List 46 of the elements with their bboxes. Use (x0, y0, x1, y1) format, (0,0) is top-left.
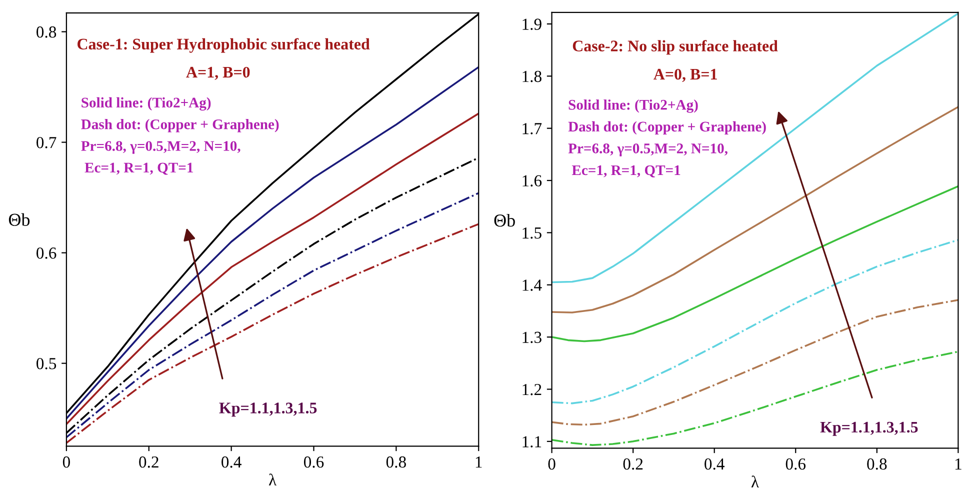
x-tick-label: 0.8 (386, 456, 406, 468)
x-tick-label: 0.2 (139, 456, 158, 468)
y-tick-label: 1.6 (522, 175, 542, 187)
x-tick-label: 0.6 (304, 456, 324, 468)
annotation: Pr=6.8, γ=0.5,M=2, N=10, (81, 141, 240, 154)
x-axis-title: λ (268, 474, 276, 486)
y-axis-title: Θb (494, 214, 515, 227)
x-tick-label: 1 (955, 458, 962, 470)
x-tick-label: 0.8 (867, 458, 887, 470)
annotation: Kp=1.1,1.3,1.5 (219, 402, 317, 417)
y-tick-label: 0.5 (36, 358, 56, 370)
y-tick-label: 0.6 (36, 247, 56, 259)
annotation: Ec=1, R=1, QT=1 (84, 162, 193, 175)
annotation: Case-1: Super Hydrophobic surface heated (78, 38, 370, 53)
x-tick-label: 0 (62, 456, 70, 468)
annotation: Pr=6.8, γ=0.5,M=2, N=10, (568, 144, 728, 156)
y-tick-label: 0.7 (36, 136, 56, 148)
annotation: Ec=1, R=1, QT=1 (572, 165, 680, 178)
annotation: Dash dot: (Copper + Graphene) (81, 118, 279, 132)
y-tick-label: 0.8 (36, 26, 56, 38)
x-tick-label: 0.2 (623, 458, 643, 470)
x-axis-title: λ (751, 476, 759, 488)
y-tick-label: 1.3 (522, 332, 542, 344)
y-tick-label: 1.2 (522, 384, 542, 396)
line-series (552, 350, 958, 446)
y-tick-label: 1.4 (522, 280, 542, 291)
annotation: Solid line: (Tio2+Ag) (82, 97, 211, 111)
line-series (552, 185, 958, 342)
y-tick-label: 1.9 (522, 18, 542, 30)
annotation: A=0, B=1 (654, 68, 717, 82)
annotation: Case-2: No slip surface heated (572, 40, 778, 55)
y-tick-label: 1.5 (522, 227, 542, 239)
x-tick-label: 0.6 (786, 458, 806, 470)
annotation: Kp=1.1,1.3,1.5 (820, 422, 918, 436)
y-axis-title: Θb (8, 213, 30, 226)
x-tick-label: 0.4 (222, 456, 242, 468)
annotation: Solid line: (Tio2+Ag) (568, 99, 698, 113)
y-tick-label: 1.7 (522, 123, 542, 134)
annotation: A=1, B=0 (186, 66, 250, 80)
annotation: Dash dot: (Copper + Graphene) (568, 121, 766, 135)
x-tick-label: 0.4 (704, 458, 725, 470)
x-tick-label: 0 (548, 458, 556, 470)
line-series (552, 239, 958, 404)
y-tick-label: 1.1 (522, 436, 542, 448)
y-tick-label: 1.8 (522, 70, 542, 82)
x-tick-label: 1 (476, 456, 482, 468)
